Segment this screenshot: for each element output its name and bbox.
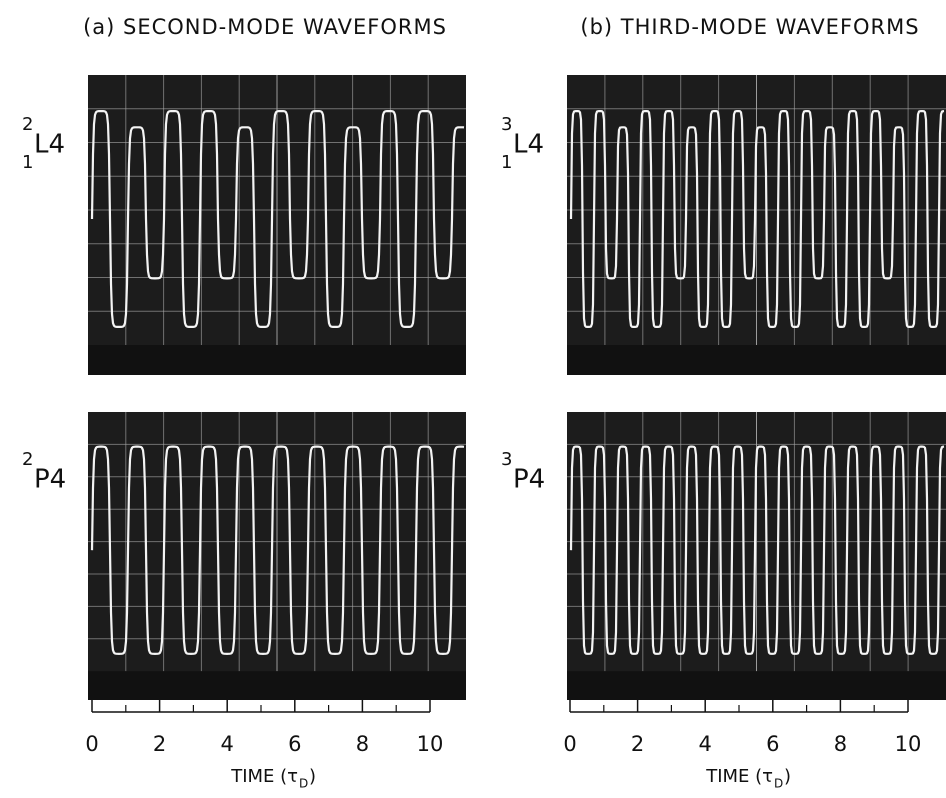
x-tick-label: 8: [834, 732, 847, 756]
scope-base: [88, 345, 466, 375]
axis-label-sub: D: [774, 777, 783, 791]
row-label-sup: 3: [501, 449, 512, 470]
row-label: P4: [513, 465, 545, 495]
x-tick-label: 6: [766, 732, 779, 756]
scope-base: [567, 671, 946, 700]
x-tick-label: 0: [563, 732, 576, 756]
x-tick-label: 10: [895, 732, 922, 756]
x-tick-label: 10: [417, 732, 444, 756]
axis-label-end: ): [784, 766, 791, 787]
axis-label-sub: D: [299, 777, 308, 791]
row-label-sup: 3: [501, 114, 512, 135]
x-tick-label: 6: [288, 732, 301, 756]
x-tick-label: 2: [153, 732, 166, 756]
panel-title: (a) SECOND-MODE WAVEFORMS: [83, 15, 447, 39]
row-label: P4: [34, 465, 66, 495]
waveform: [90, 110, 465, 328]
row-label: L4: [34, 130, 65, 160]
row-label-sup: 2: [22, 449, 33, 470]
waveform: [90, 445, 465, 656]
x-tick-label: 0: [85, 732, 98, 756]
row-label-sub: 1: [22, 152, 33, 173]
scope-base: [567, 345, 946, 375]
x-tick-label: 8: [356, 732, 369, 756]
x-tick-label: 4: [221, 732, 234, 756]
waveform: [569, 445, 945, 655]
axis-label: TIME (τ: [230, 766, 298, 787]
row-label: L4: [513, 130, 544, 160]
scope-base: [88, 671, 466, 700]
axis-label: TIME (τ: [705, 766, 773, 787]
waveform: [569, 110, 945, 328]
x-tick-label: 2: [631, 732, 644, 756]
row-label-sub: 1: [501, 152, 512, 173]
axis-label-end: ): [309, 766, 316, 787]
x-tick-label: 4: [699, 732, 712, 756]
row-label-sup: 2: [22, 114, 33, 135]
panel-title: (b) THIRD-MODE WAVEFORMS: [580, 15, 919, 39]
